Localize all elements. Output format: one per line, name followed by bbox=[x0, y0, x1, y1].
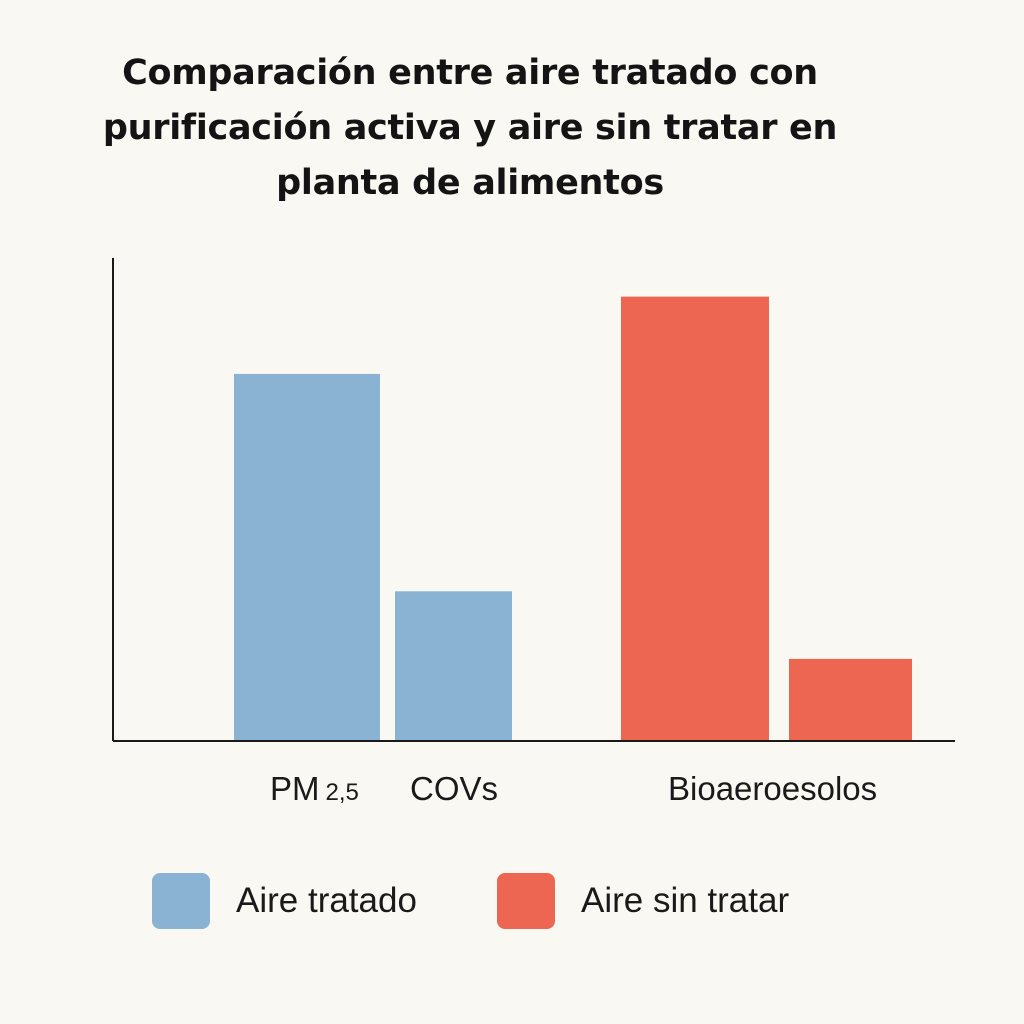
chart-title-line-1: Comparación entre aire tratado con bbox=[122, 53, 818, 93]
x-tick-label-sub-0: 2,5 bbox=[326, 779, 359, 806]
legend-label-treated: Aire tratado bbox=[236, 881, 417, 920]
chart-title-line-2: purificación activa y aire sin tratar en bbox=[102, 108, 838, 148]
chart-title-line-3: planta de alimentos bbox=[276, 163, 664, 203]
bar-treated-1 bbox=[395, 591, 512, 741]
legend-item-treated[interactable]: Aire tratado bbox=[152, 873, 417, 929]
legend-swatch-treated bbox=[152, 873, 210, 929]
legend-item-untreated[interactable]: Aire sin tratar bbox=[497, 873, 789, 929]
legend-swatch-untreated bbox=[497, 873, 555, 929]
x-tick-label-main-1: COVs bbox=[410, 770, 498, 807]
chart-title: Comparación entre aire tratado con purif… bbox=[70, 46, 870, 211]
bar-treated-0 bbox=[234, 373, 380, 741]
x-tick-labels: PM 2,5 COVs Bioaeroesolos bbox=[270, 770, 877, 807]
bar-untreated-2 bbox=[621, 296, 769, 741]
bars-group bbox=[234, 296, 912, 741]
bar-untreated-3 bbox=[789, 658, 912, 741]
x-tick-label-1: COVs bbox=[410, 770, 498, 807]
legend-label-untreated: Aire sin tratar bbox=[581, 881, 790, 920]
x-tick-label-0: PM 2,5 bbox=[270, 770, 359, 807]
x-tick-label-2: Bioaeroesolos bbox=[668, 770, 877, 807]
x-tick-label-main-2: Bioaeroesolos bbox=[668, 770, 877, 807]
x-tick-label-main-0: PM bbox=[270, 770, 320, 807]
